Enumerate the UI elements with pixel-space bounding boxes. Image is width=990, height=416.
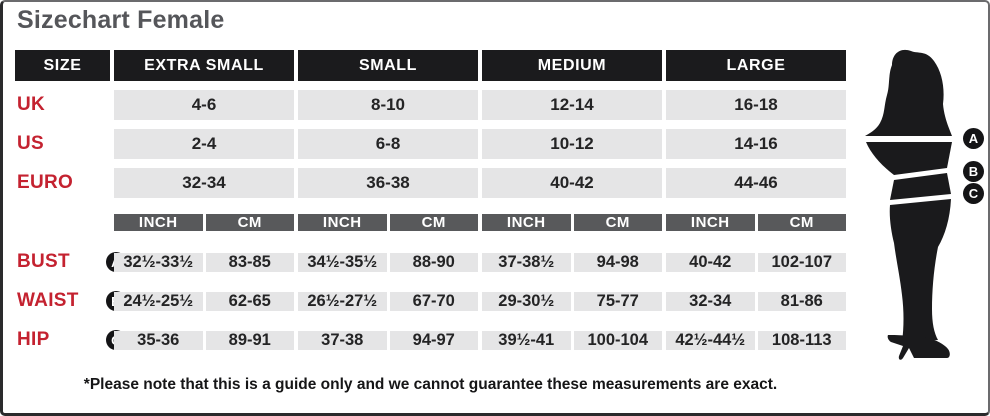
waist-l-cm: 81-86 xyxy=(757,291,846,311)
unit-header-extra-small: INCH CM xyxy=(114,207,294,238)
cm-header: CM xyxy=(389,214,478,231)
cell-uk-extra-small: 4-6 xyxy=(114,90,294,120)
waist-extra-small: 24½-25½ 62-65 xyxy=(114,286,294,316)
hip-l-cm: 108-113 xyxy=(757,330,846,350)
waist-medium: 29-30½ 75-77 xyxy=(482,286,662,316)
figure-marker-b: B xyxy=(963,161,984,182)
waist-s-cm: 67-70 xyxy=(389,291,478,311)
cm-header: CM xyxy=(573,214,662,231)
cm-header: CM xyxy=(205,214,294,231)
cell-us-medium: 10-12 xyxy=(482,129,662,159)
cm-header: CM xyxy=(757,214,846,231)
cell-us-large: 14-16 xyxy=(666,129,846,159)
cell-us-small: 6-8 xyxy=(298,129,478,159)
waist-label: WAIST xyxy=(17,290,79,311)
row-label-waist: WAIST B xyxy=(15,286,126,316)
inch-header: INCH xyxy=(114,214,203,231)
hip-large: 42½-44½ 108-113 xyxy=(666,325,846,355)
column-header-medium: MEDIUM xyxy=(482,50,662,81)
row-label-euro: EURO xyxy=(17,172,74,193)
inch-header: INCH xyxy=(298,214,387,231)
bust-s-cm: 88-90 xyxy=(389,252,478,272)
bust-l-cm: 102-107 xyxy=(757,252,846,272)
size-header-cell: SIZE xyxy=(15,50,110,81)
figure-marker-c: C xyxy=(963,183,984,204)
hip-small: 37-38 94-97 xyxy=(298,325,478,355)
waist-m-inch: 29-30½ xyxy=(482,291,571,311)
female-silhouette-icon xyxy=(865,49,952,360)
unit-header-small: INCH CM xyxy=(298,207,478,238)
column-header-small: SMALL xyxy=(298,50,478,81)
female-silhouette: A B C xyxy=(853,48,988,370)
unit-header-spacer xyxy=(15,207,110,238)
cell-euro-small: 36-38 xyxy=(298,168,478,198)
column-header-large: LARGE xyxy=(666,50,846,81)
hip-medium: 39½-41 100-104 xyxy=(482,325,662,355)
cell-uk-medium: 12-14 xyxy=(482,90,662,120)
bust-large: 40-42 102-107 xyxy=(666,247,846,277)
hip-m-cm: 100-104 xyxy=(573,330,662,350)
waist-large: 32-34 81-86 xyxy=(666,286,846,316)
hip-l-inch: 42½-44½ xyxy=(666,330,755,350)
figure-marker-a: A xyxy=(963,128,984,149)
unit-header-large: INCH CM xyxy=(666,207,846,238)
row-label-hip: HIP C xyxy=(15,325,126,355)
hip-xs-cm: 89-91 xyxy=(205,330,294,350)
column-header-extra-small: EXTRA SMALL xyxy=(114,50,294,81)
row-label-us: US xyxy=(17,133,44,154)
bust-m-inch: 37-38½ xyxy=(482,252,571,272)
cell-euro-extra-small: 32-34 xyxy=(114,168,294,198)
bust-label: BUST xyxy=(17,251,70,272)
bust-l-inch: 40-42 xyxy=(666,252,755,272)
hip-xs-inch: 35-36 xyxy=(114,330,203,350)
hip-label: HIP xyxy=(17,329,50,350)
cell-euro-medium: 40-42 xyxy=(482,168,662,198)
bust-extra-small: 32½-33½ 83-85 xyxy=(114,247,294,277)
waist-l-inch: 32-34 xyxy=(666,291,755,311)
cell-us-extra-small: 2-4 xyxy=(114,129,294,159)
cell-uk-large: 16-18 xyxy=(666,90,846,120)
bust-medium: 37-38½ 94-98 xyxy=(482,247,662,277)
footer-note: *Please note that this is a guide only a… xyxy=(83,376,778,393)
cell-euro-large: 44-46 xyxy=(666,168,846,198)
waist-s-inch: 26½-27½ xyxy=(298,291,387,311)
hip-m-inch: 39½-41 xyxy=(482,330,571,350)
inch-header: INCH xyxy=(666,214,755,231)
cell-uk-small: 8-10 xyxy=(298,90,478,120)
bust-xs-inch: 32½-33½ xyxy=(114,252,203,272)
row-label-bust: BUST A xyxy=(15,247,126,277)
row-label-uk: UK xyxy=(17,94,46,115)
waist-xs-cm: 62-65 xyxy=(205,291,294,311)
hip-s-cm: 94-97 xyxy=(389,330,478,350)
hip-s-inch: 37-38 xyxy=(298,330,387,350)
waist-m-cm: 75-77 xyxy=(573,291,662,311)
waist-xs-inch: 24½-25½ xyxy=(114,291,203,311)
bust-s-inch: 34½-35½ xyxy=(298,252,387,272)
bust-xs-cm: 83-85 xyxy=(205,252,294,272)
bust-small: 34½-35½ 88-90 xyxy=(298,247,478,277)
hip-extra-small: 35-36 89-91 xyxy=(114,325,294,355)
waist-small: 26½-27½ 67-70 xyxy=(298,286,478,316)
unit-header-medium: INCH CM xyxy=(482,207,662,238)
inch-header: INCH xyxy=(482,214,571,231)
size-table: SIZE EXTRA SMALL SMALL MEDIUM LARGE UK 4… xyxy=(15,50,846,355)
bust-m-cm: 94-98 xyxy=(573,252,662,272)
page-title: Sizechart Female xyxy=(17,6,225,34)
